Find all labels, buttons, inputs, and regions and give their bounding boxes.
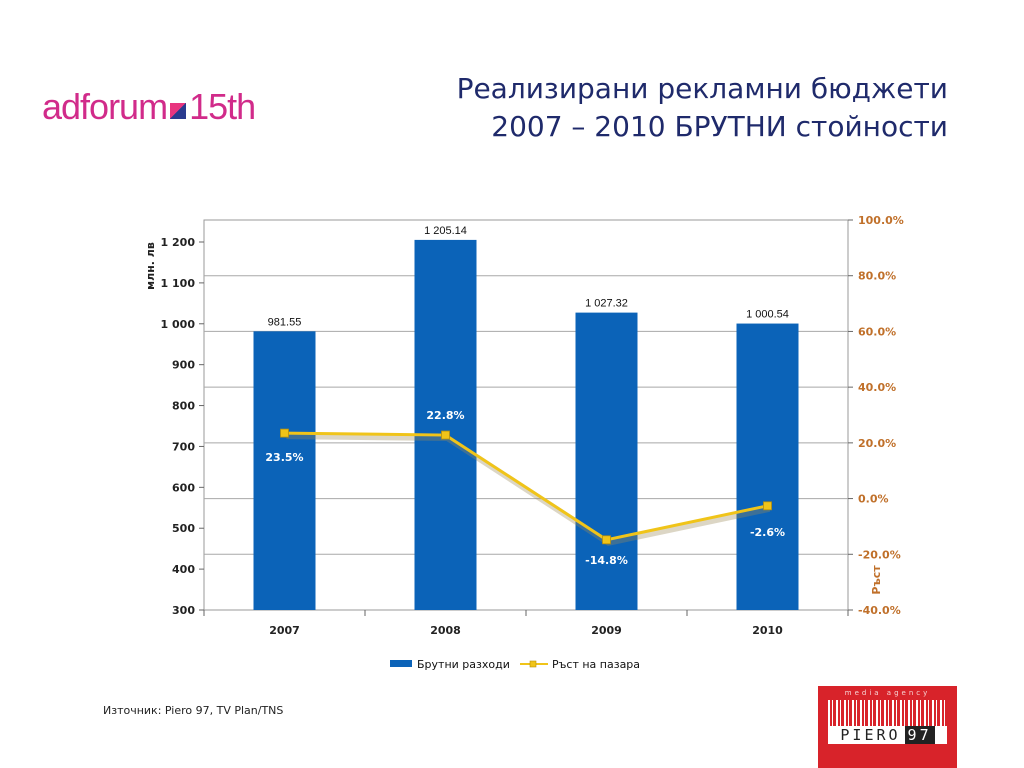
- legend-line-marker: [529, 660, 537, 668]
- y2-tick-label: -40.0%: [858, 604, 901, 617]
- y-tick-label: 600: [172, 481, 195, 494]
- brand-name: PIERO 97: [828, 726, 947, 744]
- growth-value-label: -2.6%: [750, 526, 785, 539]
- y2-tick-label: 0.0%: [858, 493, 889, 506]
- bar: [414, 239, 477, 610]
- growth-point: [763, 501, 772, 511]
- brand-name-right: 97: [904, 726, 935, 744]
- logo-text-left: adforum: [42, 86, 168, 127]
- x-tick-label: 2010: [752, 624, 783, 637]
- brand-name-left: PIERO: [840, 726, 901, 744]
- y-tick-label: 400: [172, 563, 195, 576]
- y-tick-label: 300: [172, 604, 195, 617]
- growth-value-label: 23.5%: [265, 451, 303, 464]
- y-tick-label: 500: [172, 522, 195, 535]
- adforum-logo: adforum 15th: [42, 86, 256, 128]
- bar-value-label: 1 205.14: [424, 225, 467, 237]
- bar: [575, 312, 638, 610]
- growth-value-label: 22.8%: [426, 409, 464, 422]
- bar: [253, 331, 316, 610]
- budget-chart: 300 400 500 600 700 800 900 1 000 1 100 1 200 млн.…: [144, 214, 904, 671]
- x-tick-label: 2009: [591, 624, 622, 637]
- growth-point: [441, 430, 450, 440]
- bar-value-label: 1 027.32: [585, 298, 628, 310]
- growth-point: [280, 428, 289, 438]
- y2-tick-label: 60.0%: [858, 325, 896, 338]
- y2-tick-label: -20.0%: [858, 548, 901, 561]
- bar-value-label: 1 000.54: [746, 309, 789, 321]
- y2-tick-label: 80.0%: [858, 270, 896, 283]
- logo-square-icon: [170, 103, 187, 119]
- page-title: Реализирани рекламни бюджети 2007 – 2010…: [308, 70, 948, 146]
- y2-tick-label: 40.0%: [858, 381, 896, 394]
- title-line-1: Реализирани рекламни бюджети: [456, 72, 948, 105]
- legend-line-label: Ръст на пазара: [552, 658, 640, 671]
- y-tick-label: 700: [172, 440, 195, 453]
- y-tick-label: 1 200: [161, 236, 196, 249]
- piero97-logo: media agency PIERO 97: [818, 686, 957, 768]
- title-line-2: 2007 – 2010 БРУТНИ стойности: [491, 110, 948, 143]
- y-tick-label: 1 100: [161, 277, 196, 290]
- legend-bar-label: Брутни разходи: [417, 658, 510, 671]
- logo-text-right: 15th: [189, 86, 256, 127]
- source-note: Източник: Piero 97, TV Plan/TNS: [103, 704, 284, 717]
- growth-value-label: -14.8%: [585, 554, 628, 567]
- brand-tagline: media agency: [844, 689, 931, 697]
- x-tick-label: 2008: [430, 624, 461, 637]
- x-tick-label: 2007: [269, 624, 300, 637]
- y2-tick-label: 20.0%: [858, 437, 896, 450]
- y-tick-label: 1 000: [161, 318, 196, 331]
- y-tick-label: 800: [172, 400, 195, 413]
- y-axis-title: млн. лв: [144, 242, 157, 290]
- bar: [736, 323, 799, 610]
- y2-axis-title: Ръст: [870, 565, 883, 595]
- legend-bar-swatch: [390, 660, 412, 667]
- growth-point: [602, 535, 611, 545]
- bar-value-label: 981.55: [268, 316, 302, 328]
- growth-line: [284, 431, 768, 542]
- y-tick-label: 900: [172, 359, 195, 372]
- barcode-icon: [828, 700, 947, 726]
- y2-tick-label: 100.0%: [858, 214, 904, 227]
